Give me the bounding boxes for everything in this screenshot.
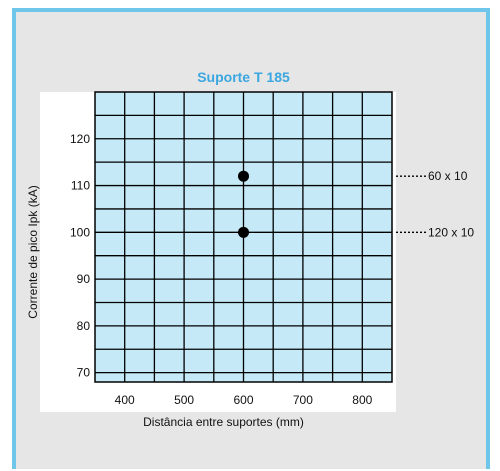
x-tick-labels: 400 500 600 700 800 (115, 393, 373, 407)
x-tick-label: 400 (115, 393, 135, 407)
y-tick-label: 90 (77, 272, 91, 286)
y-axis-label: Corrente de pico Ipk (kA) (26, 185, 40, 318)
grid (95, 92, 392, 382)
annotation-label: 120 x 10 (428, 225, 474, 239)
y-tick-label: 70 (77, 366, 91, 380)
data-points (238, 170, 249, 238)
data-point (238, 170, 249, 182)
data-point (238, 226, 249, 238)
y-tick-label: 100 (70, 225, 90, 239)
chart-title: Suporte T 185 (197, 69, 290, 85)
x-tick-label: 800 (352, 393, 372, 407)
y-tick-label: 120 (70, 132, 90, 146)
annotations: 60 x 10 120 x 10 (396, 169, 474, 239)
plot-border (94, 91, 393, 383)
x-tick-label: 700 (293, 393, 313, 407)
y-tick-labels: 70 80 90 100 110 120 (70, 132, 90, 380)
x-axis-label: Distância entre suportes (mm) (143, 415, 304, 429)
y-tick-label: 80 (77, 319, 91, 333)
x-tick-label: 600 (233, 393, 253, 407)
y-tick-label: 110 (71, 179, 90, 193)
annotation-label: 60 x 10 (428, 169, 468, 183)
x-tick-label: 500 (174, 393, 194, 407)
